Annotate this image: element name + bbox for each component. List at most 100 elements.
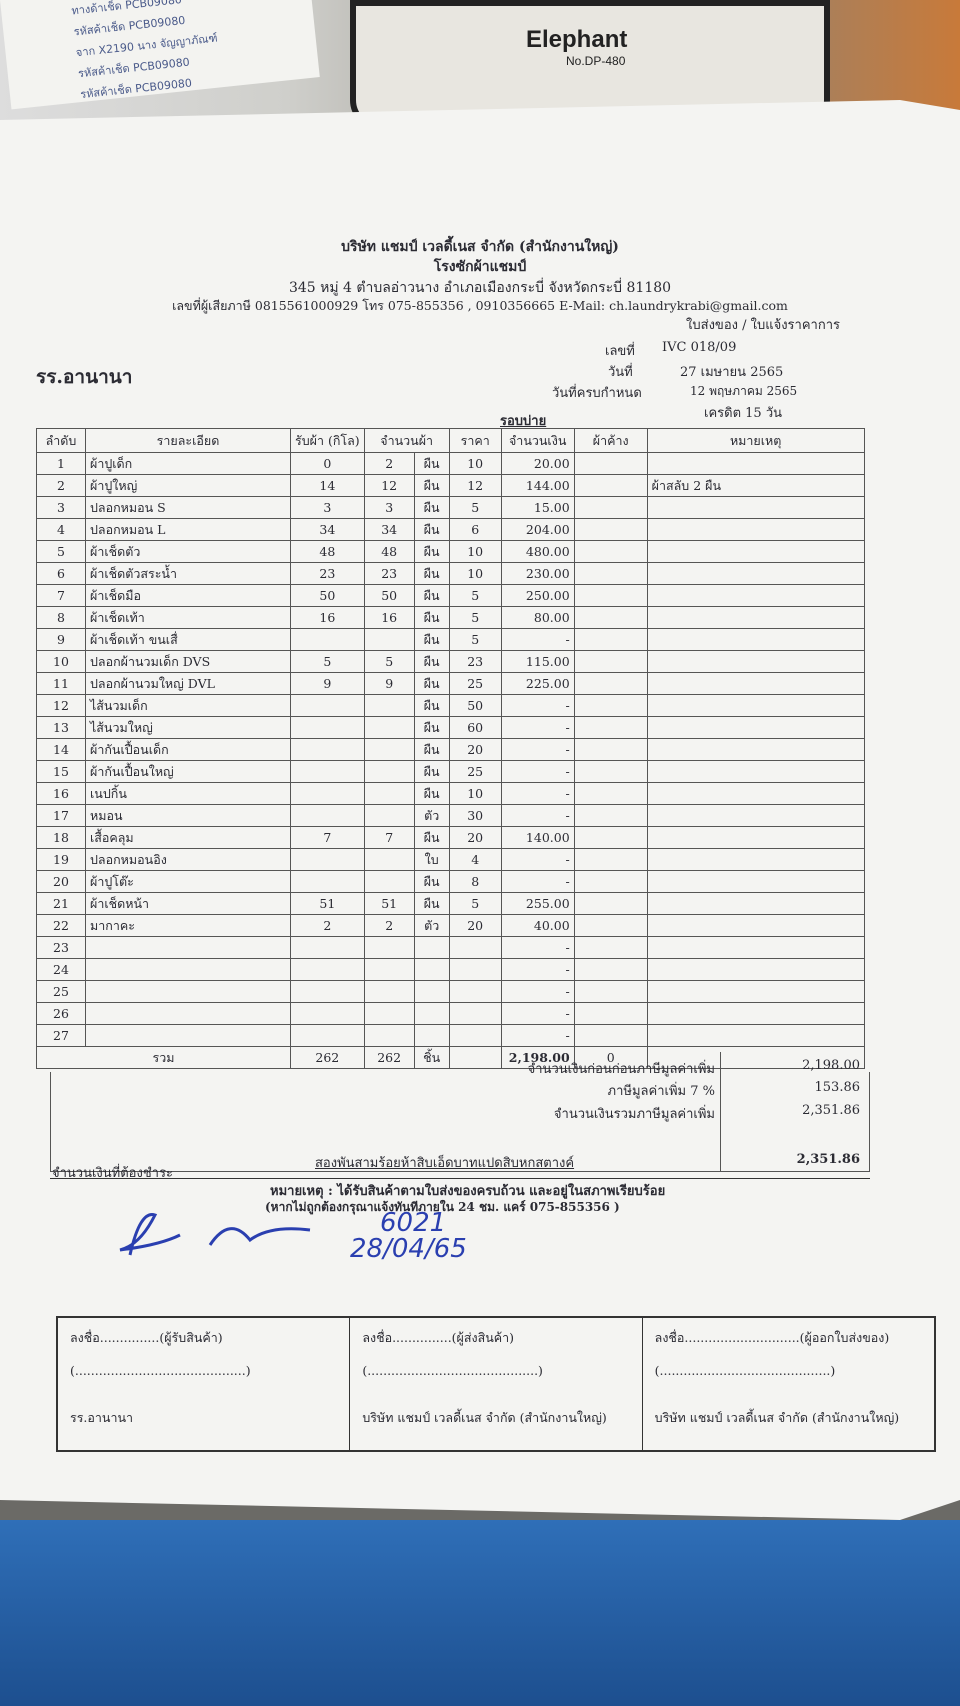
remark — [646, 870, 865, 893]
received-kg: 2 — [290, 914, 365, 937]
total-qty: 262 — [363, 1046, 415, 1069]
pending — [573, 892, 648, 915]
item-unit: ผืน — [413, 452, 450, 475]
item-unit — [413, 958, 450, 981]
table-row: 26 - — [36, 1002, 865, 1025]
col-header: ผ้าค้าง — [573, 428, 648, 453]
item-description — [85, 936, 291, 959]
unit-price: 25 — [448, 760, 502, 783]
item-qty: 51 — [363, 892, 415, 915]
col-header: ราคา — [448, 428, 502, 453]
grand-total-amount: 2,351.86 — [802, 1103, 860, 1118]
pending — [573, 628, 648, 651]
row-no: 7 — [36, 584, 86, 607]
item-description: ไส้นวมเด็ก — [85, 694, 291, 717]
received-kg — [290, 716, 365, 739]
received-kg: 48 — [290, 540, 365, 563]
item-unit — [413, 1024, 450, 1047]
unit-price: 10 — [448, 562, 502, 585]
signature-box: ลงชื่อ...............(ผู้ส่งสินค้า) (....… — [350, 1318, 643, 1450]
table-row: 20 ผ้าปูโต๊ะ ผืน 8- — [36, 870, 865, 893]
remark — [646, 782, 865, 805]
pending — [573, 804, 648, 827]
total-pending: 0 — [573, 1046, 648, 1069]
row-no: 22 — [36, 914, 86, 937]
remark — [646, 628, 865, 651]
remark — [646, 584, 865, 607]
pending — [573, 760, 648, 783]
item-qty — [363, 628, 415, 651]
row-no: 19 — [36, 848, 86, 871]
col-header: หมายเหตุ — [646, 428, 865, 453]
item-qty: 3 — [363, 496, 415, 519]
item-unit: ผืน — [413, 584, 450, 607]
amount: - — [500, 980, 575, 1003]
remark — [646, 650, 865, 673]
amount: 20.00 — [500, 452, 575, 475]
pending — [573, 650, 648, 673]
unit-price: 10 — [448, 782, 502, 805]
amount: 250.00 — [500, 584, 575, 607]
unit-price: 4 — [448, 848, 502, 871]
table-row: 14 ผ้ากันเปื้อนเด็ก ผืน 20- — [36, 738, 865, 761]
date-label: วันที่ — [608, 365, 633, 380]
item-description: ผ้าปูโต๊ะ — [85, 870, 291, 893]
divider — [50, 1178, 870, 1179]
received-kg: 51 — [290, 892, 365, 915]
empty-cell — [448, 1046, 502, 1069]
item-qty — [363, 958, 415, 981]
table-row: 3 ปลอกหมอน S 3 3 ผืน 5 15.00 — [36, 496, 865, 519]
pending — [573, 496, 648, 519]
received-kg — [290, 870, 365, 893]
item-unit: ผืน — [413, 782, 450, 805]
received-kg: 23 — [290, 562, 365, 585]
item-qty: 34 — [363, 518, 415, 541]
invoice-no-label: เลขที่ — [605, 344, 635, 359]
received-kg — [290, 760, 365, 783]
pending — [573, 716, 648, 739]
row-no: 20 — [36, 870, 86, 893]
customer-name: รร.อานานา — [36, 366, 133, 388]
amount: - — [500, 716, 575, 739]
amount: 480.00 — [500, 540, 575, 563]
received-kg: 34 — [290, 518, 365, 541]
row-no: 25 — [36, 980, 86, 1003]
received-kg: 50 — [290, 584, 365, 607]
item-description: ผ้าเช็ดเท้า ขนเสื่ — [85, 628, 291, 651]
item-qty — [363, 980, 415, 1003]
unit-price — [448, 1024, 502, 1047]
pending — [573, 474, 648, 497]
received-kg — [290, 628, 365, 651]
due-date-label: วันที่ครบกำหนด — [552, 386, 642, 401]
item-description: ผ้าปูเด็ก — [85, 452, 291, 475]
amount: - — [500, 1024, 575, 1047]
amount: 80.00 — [500, 606, 575, 629]
row-no: 21 — [36, 892, 86, 915]
item-unit: ใบ — [413, 848, 450, 871]
amount: 144.00 — [500, 474, 575, 497]
amount: - — [500, 760, 575, 783]
item-description: ผ้าเช็ดเท้า — [85, 606, 291, 629]
item-qty: 2 — [363, 452, 415, 475]
unit-price: 12 — [448, 474, 502, 497]
document-type: ใบส่งของ / ใบแจ้งราคาการ — [686, 318, 840, 333]
col-header: ลำดับ — [36, 428, 86, 453]
credit-terms: เครดิต 15 วัน — [704, 406, 782, 421]
table-row: 1 ผ้าปูเด็ก 0 2 ผืน 10 20.00 — [36, 452, 865, 475]
company-contact: เลขที่ผู้เสียภาษี 0815561000929 โทร 075-… — [172, 298, 788, 313]
row-no: 4 — [36, 518, 86, 541]
item-qty — [363, 1002, 415, 1025]
unit-price: 10 — [448, 452, 502, 475]
pending — [573, 518, 648, 541]
stapler-model: No.DP-480 — [566, 54, 626, 68]
unit-price: 25 — [448, 672, 502, 695]
pending — [573, 694, 648, 717]
amount: - — [500, 738, 575, 761]
received-kg: 5 — [290, 650, 365, 673]
total-label: รวม — [36, 1046, 291, 1069]
table-row: 16 เนปกิ้น ผืน 10- — [36, 782, 865, 805]
signature-line: ลงชื่อ.............................(ผู้อ… — [654, 1330, 890, 1345]
unit-price: 50 — [448, 694, 502, 717]
handwritten-date: 28/04/65 — [350, 1234, 467, 1264]
row-no: 23 — [36, 936, 86, 959]
